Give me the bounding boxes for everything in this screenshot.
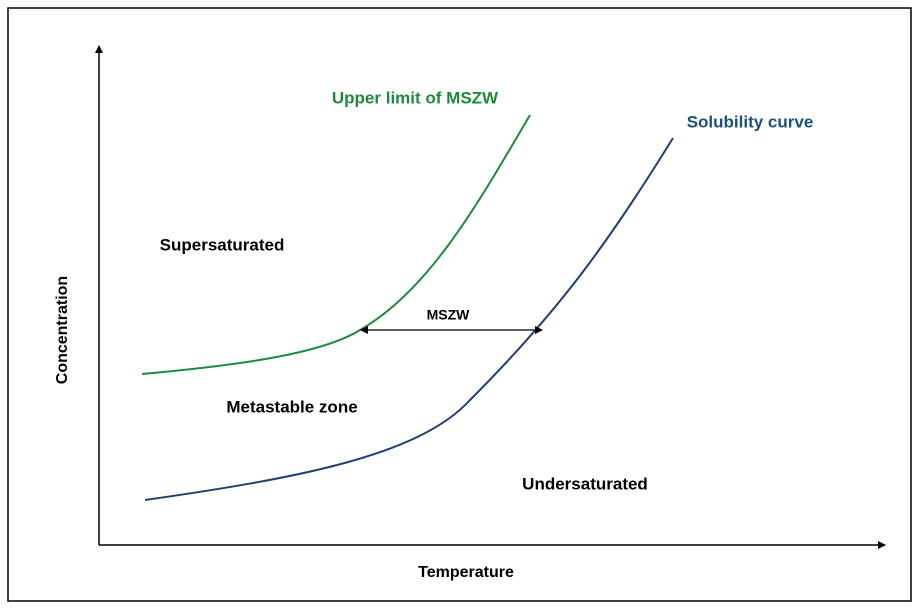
x-axis-label: Temperature xyxy=(418,564,514,581)
region-label: Undersaturated xyxy=(522,474,648,493)
solubility-curve xyxy=(144,137,674,501)
mszw-label: MSZW xyxy=(427,307,471,323)
region-label: Supersaturated xyxy=(160,235,285,254)
region-label: Metastable zone xyxy=(226,397,357,416)
y-axis-label: Concentration xyxy=(54,276,71,384)
solubility-label: Solubility curve xyxy=(687,112,814,131)
upper-curve-label: Upper limit of MSZW xyxy=(332,88,499,107)
frame xyxy=(7,7,912,602)
